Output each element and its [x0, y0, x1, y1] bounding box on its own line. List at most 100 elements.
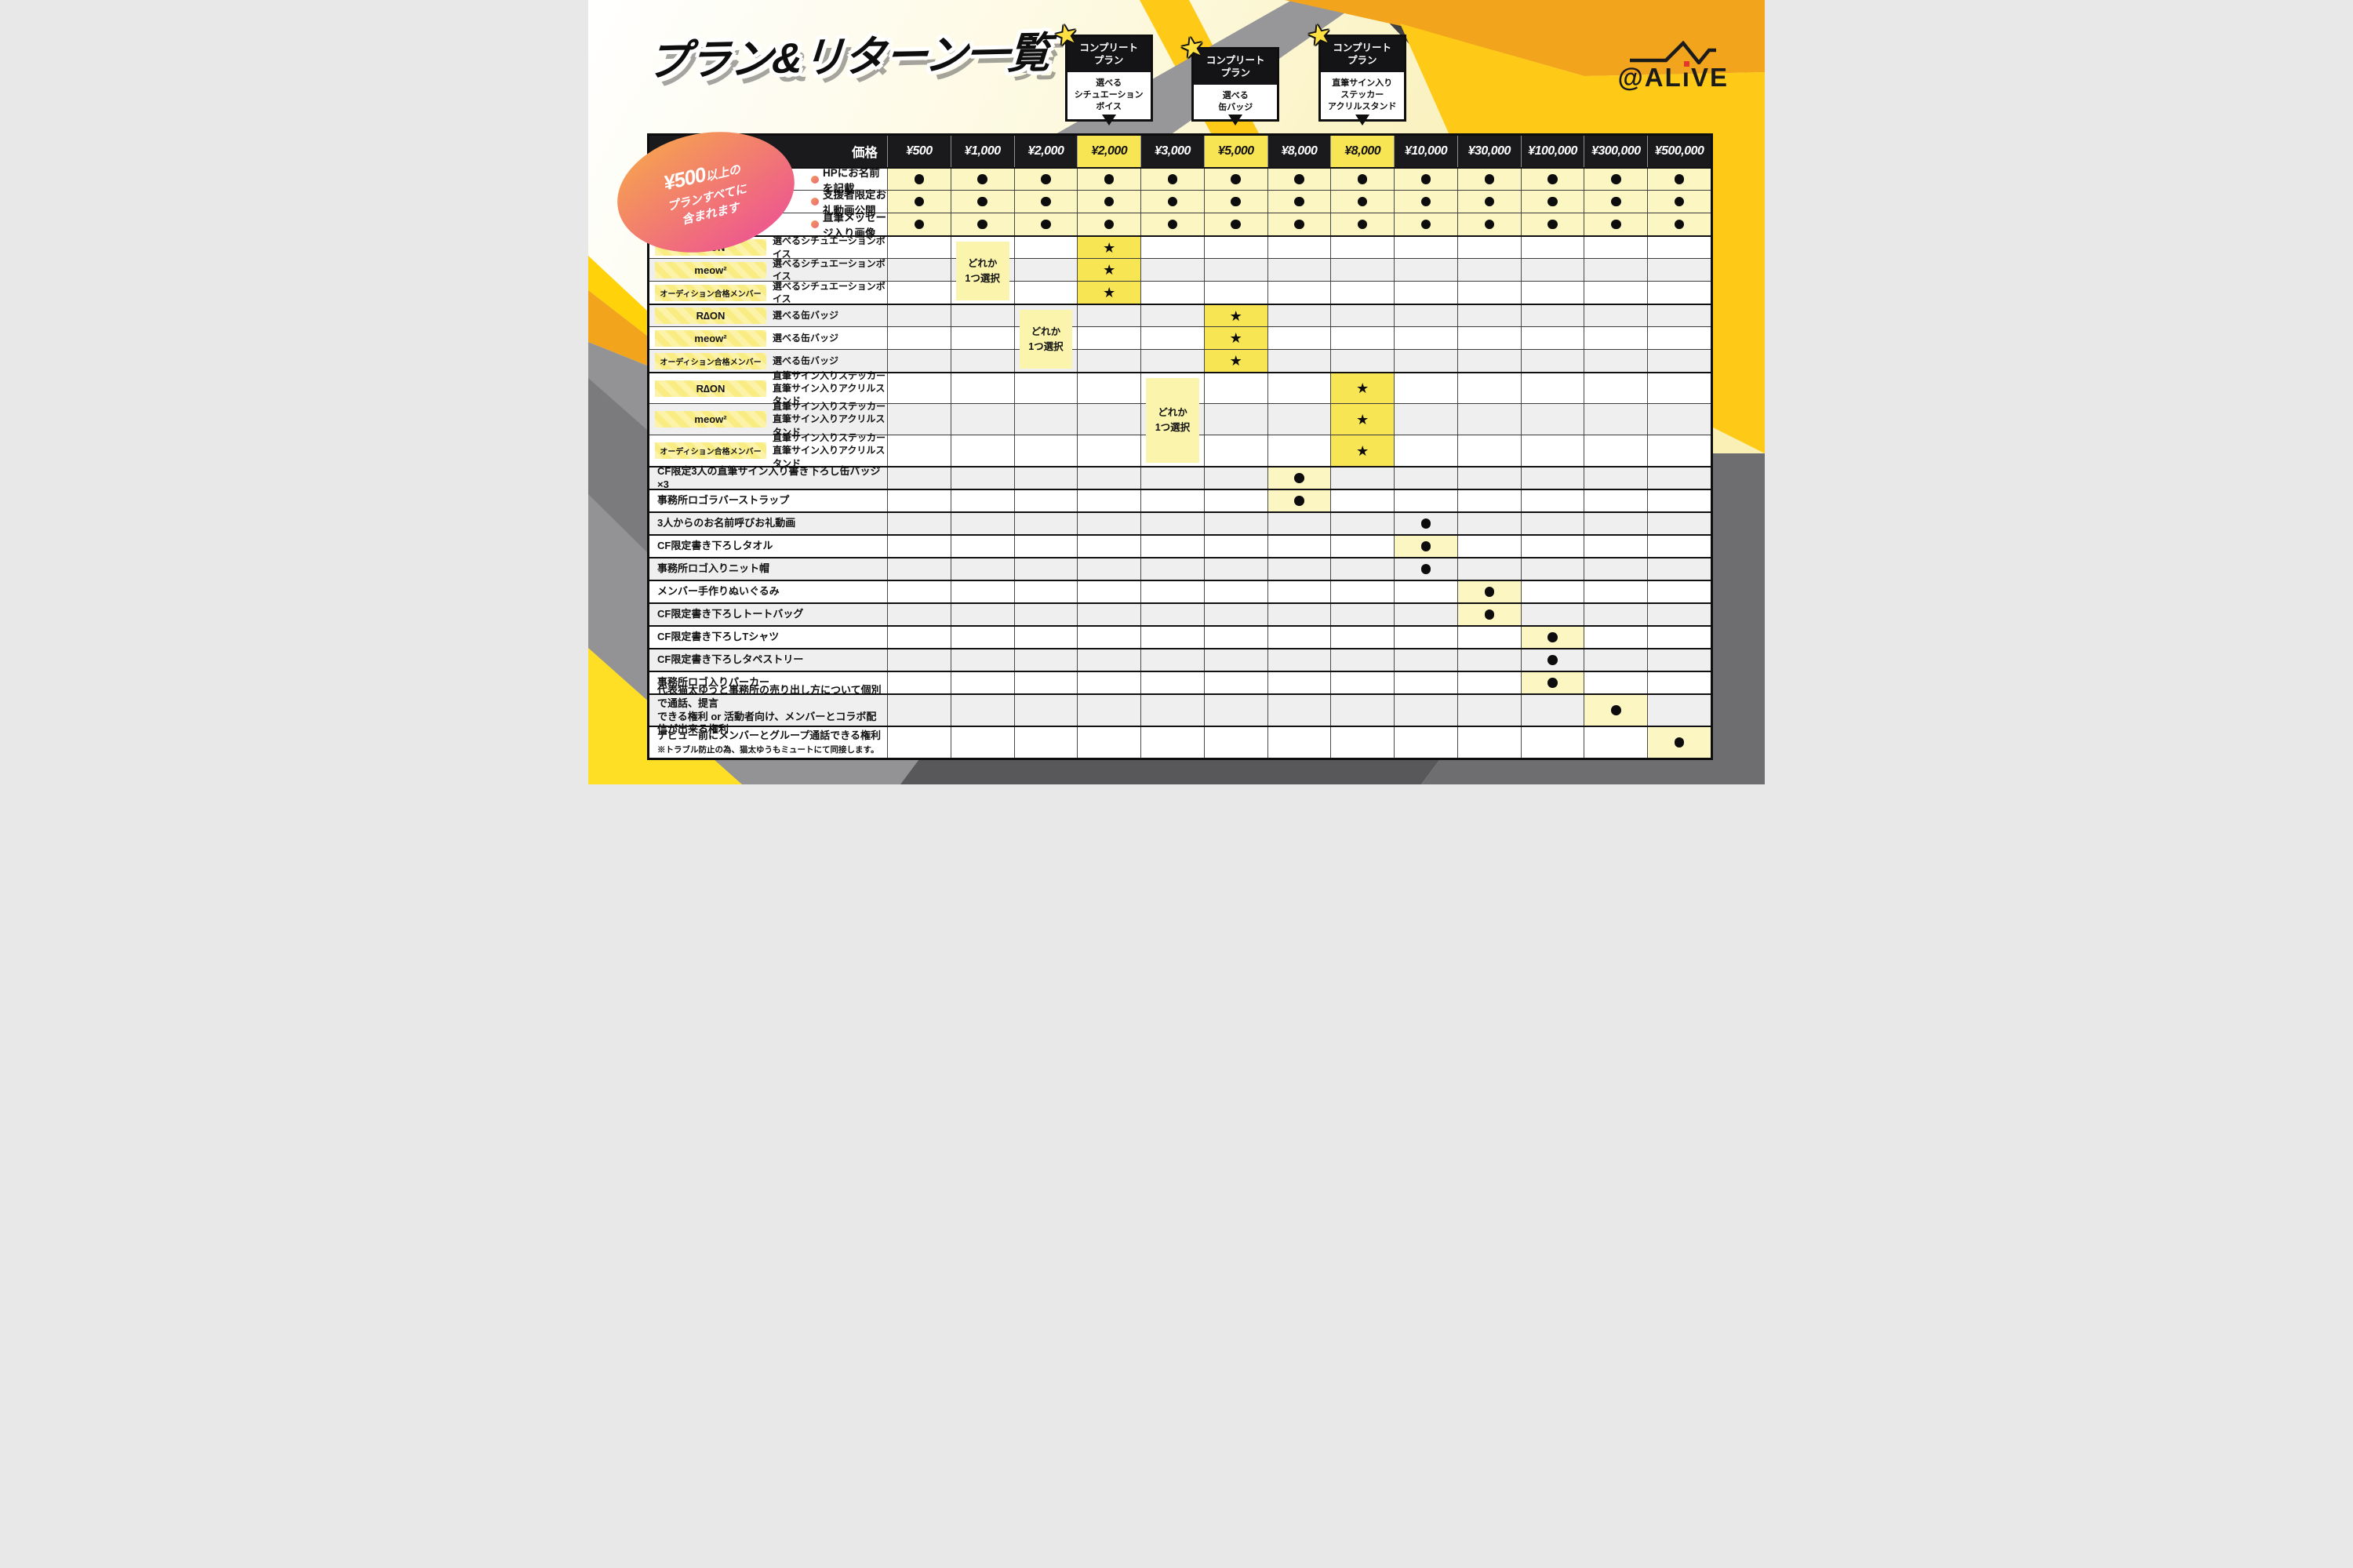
- plan-cell: [1077, 373, 1140, 403]
- plan-cell: [1647, 237, 1711, 258]
- plan-cell: [1140, 327, 1204, 349]
- member-chip: オーディション合格メンバー: [655, 284, 766, 301]
- item-label-text: 事務所ロゴ入りパーカー: [657, 676, 770, 689]
- plan-cell: [1140, 305, 1204, 326]
- price-column-header: ¥8,000: [1330, 136, 1395, 167]
- empty-cell: [1330, 581, 1394, 602]
- item-row: CF限定書き下ろしタペストリー: [649, 648, 1711, 671]
- plan-desc: 選べる缶バッジ: [773, 355, 839, 366]
- empty-cell: [1520, 490, 1584, 511]
- plan-cell: [1077, 350, 1140, 372]
- empty-cell: [1203, 672, 1267, 693]
- empty-cell: [887, 467, 951, 489]
- empty-cell: [1647, 627, 1711, 648]
- plan-cell: [1077, 305, 1140, 326]
- dot-icon: [1420, 174, 1431, 184]
- plan-cell: [950, 305, 1014, 326]
- plan-cell: [1203, 237, 1267, 258]
- benefit-dot-cell: [1520, 213, 1584, 235]
- star-cell: ★: [1330, 435, 1395, 466]
- empty-cell: [1077, 727, 1140, 758]
- empty-cell: [1330, 490, 1394, 511]
- empty-cell: [1584, 513, 1647, 534]
- item-row: CF限定書き下ろしタオル: [649, 534, 1711, 557]
- empty-cell: [1457, 672, 1521, 693]
- plan-cell: [1457, 282, 1521, 304]
- empty-cell: [950, 672, 1014, 693]
- empty-cell: [1203, 490, 1267, 511]
- empty-cell: [1203, 604, 1267, 625]
- empty-cell: [1140, 604, 1204, 625]
- empty-cell: [1647, 558, 1711, 580]
- plan-cell: [1013, 350, 1078, 372]
- star-icon: ★: [1229, 330, 1242, 346]
- item-label-text: CF限定書き下ろしタペストリー: [657, 653, 804, 666]
- empty-cell: [1584, 627, 1647, 648]
- dot-icon: [1547, 174, 1558, 184]
- item-row: デビュー前にメンバーとグループ通話できる権利 ※トラブル防止の為、猫太ゆうもミュー…: [649, 726, 1711, 758]
- benefit-row: 直筆メッセージ入り画像: [649, 212, 1711, 239]
- plan-cell: [1394, 373, 1457, 403]
- member-chip: meow²: [655, 261, 766, 278]
- plan-cell: [1584, 435, 1647, 466]
- item-row: CF限定3人の直筆サイン入り書き下ろし缶バッジ×3: [649, 465, 1711, 490]
- plan-cell: [950, 404, 1014, 435]
- item-label-text: デビュー前にメンバーとグループ通話できる権利: [657, 729, 881, 742]
- benefit-dot-cell: [1203, 191, 1267, 213]
- complete-plan-badge-title: コンプリート プラン: [1194, 49, 1278, 85]
- item-label: CF限定書き下ろしタオル: [649, 536, 887, 557]
- plan-cell: [1394, 404, 1457, 435]
- empty-cell: [1457, 727, 1521, 758]
- dot-cell: [1520, 649, 1584, 671]
- empty-cell: [887, 536, 951, 557]
- empty-cell: [1267, 581, 1331, 602]
- dot-icon: [1547, 196, 1558, 207]
- member-chip: オーディション合格メンバー: [655, 442, 766, 459]
- plan-cell: [887, 404, 951, 435]
- benefit-dot-cell: [1394, 213, 1457, 235]
- star-cell: ★: [1203, 350, 1267, 372]
- item-label: 3人からのお名前呼びお礼動画: [649, 513, 887, 534]
- benefit-dot-cell: [1647, 169, 1711, 190]
- empty-cell: [1267, 558, 1331, 580]
- table-header-row: 価格 ¥500 ¥1,000 ¥2,000 ¥2,000 ¥3,000 ¥5,000 ¥8,0…: [649, 136, 1711, 167]
- plan-cell: [1520, 282, 1584, 304]
- empty-cell: [887, 513, 951, 534]
- benefit-dot-cell: [1647, 191, 1711, 213]
- plan-cell: [1394, 259, 1457, 281]
- empty-cell: [1077, 627, 1140, 648]
- plan-cell: [1013, 237, 1078, 258]
- benefit-row: 支援者限定お礼動画公開: [649, 189, 1711, 216]
- price-column-header: ¥300,000: [1584, 136, 1647, 167]
- dot-cell: [1520, 672, 1584, 693]
- logo-i-red-dot: ı: [1682, 61, 1691, 92]
- benefit-label-text: HPにお名前を記載: [823, 166, 880, 195]
- plan-cell: [1330, 305, 1394, 326]
- empty-cell: [1330, 627, 1394, 648]
- empty-cell: [1584, 727, 1647, 758]
- plan-cell: [1584, 259, 1647, 281]
- plan-cell: [950, 435, 1014, 466]
- benefit-dot-cell: [1077, 169, 1141, 190]
- plan-cell: [1520, 259, 1584, 281]
- item-row: メンバー手作りぬいぐるみ: [649, 580, 1711, 602]
- empty-cell: [1013, 513, 1078, 534]
- dot-cell: [1520, 627, 1584, 648]
- plan-cell: [1013, 435, 1078, 466]
- dot-icon: [1167, 174, 1178, 184]
- member-plan-row: meow² 選べる缶バッジ ★: [649, 326, 1711, 349]
- benefit-label-text: 直筆メッセージ入り画像: [823, 212, 886, 239]
- benefit-dot-cell: [1140, 213, 1204, 235]
- star-cell: ★: [1203, 327, 1267, 349]
- item-row: 3人からのお名前呼びお礼動画: [649, 511, 1711, 534]
- plan-cell: [887, 237, 951, 258]
- empty-cell: [1647, 513, 1711, 534]
- dot-icon: [914, 174, 925, 184]
- empty-cell: [1647, 581, 1711, 602]
- dot-icon: [1357, 219, 1368, 230]
- empty-cell: [1203, 558, 1267, 580]
- plan-desc: 直筆サイン入りステッカー 直筆サイン入りアクリルスタンド: [773, 432, 886, 469]
- plan-label: meow² 選べるシチュエーションボイス: [649, 258, 887, 282]
- plan-cell: [1330, 350, 1394, 372]
- member-plan-row: オーディション合格メンバー 選べるシチュエーションボイス ★: [649, 281, 1711, 304]
